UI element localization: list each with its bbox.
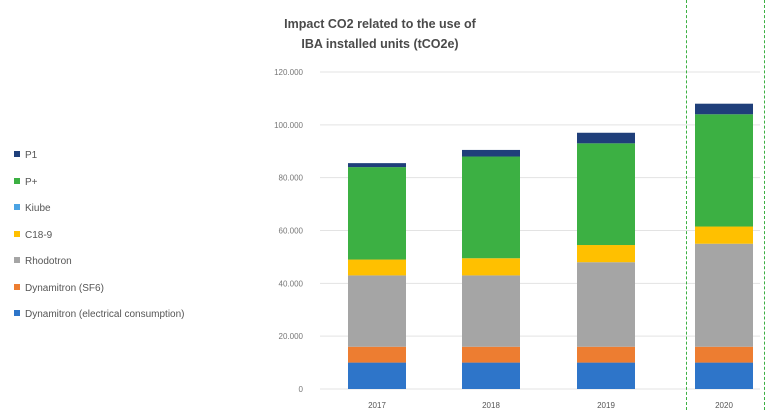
bar-segment (577, 346, 635, 363)
bar-segment (462, 275, 520, 347)
bar-segment (462, 258, 520, 276)
bar-segment (462, 346, 520, 363)
bar-segment (695, 103, 753, 115)
legend-swatch (14, 204, 20, 211)
bar-segment (695, 362, 753, 389)
legend-item: Kiube (14, 203, 51, 216)
legend-item: C18-9 (14, 230, 52, 243)
bar-segment (695, 114, 753, 227)
bar-segment (577, 132, 635, 144)
legend-swatch (14, 257, 20, 264)
legend-swatch (14, 151, 20, 158)
legend-item: P+ (14, 177, 38, 190)
bar-segment (348, 259, 406, 276)
legend-label: P+ (25, 176, 38, 188)
bar-segment (577, 143, 635, 246)
legend-swatch (14, 310, 20, 317)
y-tick-label: 60.000 (279, 227, 304, 236)
legend-swatch (14, 230, 20, 237)
bar-segment (577, 262, 635, 347)
x-tick-label: 2018 (482, 401, 500, 410)
y-tick-label: 40.000 (279, 279, 304, 288)
x-tick-label: 2019 (597, 401, 615, 410)
legend-label: Dynamitron (SF6) (25, 282, 104, 294)
legend-label: C18-9 (25, 229, 53, 241)
bar-segment (695, 226, 753, 244)
bar-segment (348, 362, 406, 389)
x-tick-label: 2017 (368, 401, 386, 410)
y-tick-label: 80.000 (279, 174, 304, 183)
bar-segment (695, 346, 753, 363)
y-tick-label: 0 (299, 385, 304, 394)
bar-segment (577, 362, 635, 389)
bar-segment (348, 275, 406, 347)
y-tick-label: 120.000 (274, 68, 303, 77)
legend-label: Kiube (25, 203, 51, 214)
bar-segment (577, 245, 635, 263)
chart-title-line-2: IBA installed units (tCO2e) (301, 37, 459, 51)
bar-segment (348, 346, 406, 363)
legend-item: P1 (14, 150, 37, 163)
bar-segment (462, 156, 520, 259)
legend-label: Dynamitron (electrical consumption) (25, 309, 185, 320)
bar-segment (348, 167, 406, 260)
y-tick-label: 100.000 (274, 121, 303, 130)
legend-item: Rhodotron (14, 256, 72, 269)
y-tick-label: 20.000 (279, 332, 304, 341)
legend-label: P1 (25, 150, 38, 161)
legend-swatch (14, 283, 20, 290)
legend-item: Dynamitron (SF6) (14, 283, 104, 296)
bar-segment (462, 149, 520, 157)
legend-swatch (14, 177, 20, 184)
bar-segment (695, 243, 753, 347)
legend-label: Rhodotron (25, 256, 72, 267)
x-tick-label: 2020 (715, 401, 733, 410)
bar-segment (462, 362, 520, 389)
chart-title-line-1: Impact CO2 related to the use of (284, 17, 476, 31)
legend-item: Dynamitron (electrical consumption) (14, 309, 185, 322)
highlight-right-border (764, 0, 765, 410)
highlight-left-border (686, 0, 687, 410)
bar-segment (348, 163, 406, 168)
